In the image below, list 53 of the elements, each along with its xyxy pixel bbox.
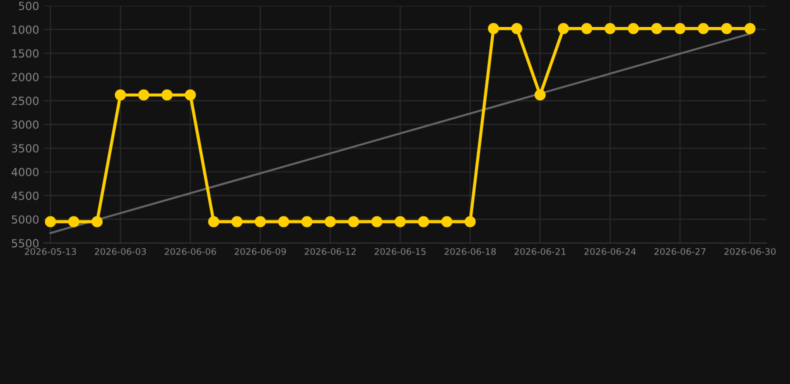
- point: [138, 89, 150, 101]
- point: [534, 89, 546, 101]
- point: [371, 216, 382, 228]
- point: [488, 22, 500, 34]
- x-tick-label: 2026-06-18: [444, 248, 496, 255]
- point: [581, 22, 592, 34]
- point: [278, 216, 290, 228]
- point: [441, 216, 452, 228]
- y-tick-label: 4500: [12, 192, 39, 200]
- point: [558, 22, 569, 34]
- y-tick-label: 2500: [12, 96, 39, 106]
- point: [464, 216, 476, 228]
- point: [208, 216, 220, 228]
- point: [68, 216, 80, 228]
- point: [604, 22, 616, 34]
- x-tick-label: 2026-06-06: [164, 248, 216, 255]
- y-tick-label: 3000: [12, 120, 39, 129]
- x-tick-label: 2026-06-15: [374, 248, 426, 255]
- y-tick-label: 4000: [12, 168, 39, 176]
- point: [254, 216, 266, 228]
- point: [511, 22, 522, 34]
- point: [44, 216, 56, 228]
- point: [628, 22, 639, 34]
- x-tick-label: 2026-06-03: [94, 248, 146, 255]
- y-tick-label: 500: [18, 2, 39, 10]
- point: [161, 89, 173, 101]
- y-tick-label: 2000: [12, 72, 39, 82]
- point: [301, 216, 312, 228]
- point: [674, 22, 686, 34]
- point: [721, 22, 732, 34]
- x-tick-label: 2026-06-27: [654, 248, 706, 255]
- point: [114, 89, 126, 101]
- point: [184, 89, 196, 101]
- y-tick-label: 1000: [12, 25, 39, 34]
- point: [324, 216, 336, 228]
- y-tick-label: 5500: [12, 239, 39, 248]
- point: [348, 216, 360, 228]
- y-tick-label: 1500: [12, 49, 39, 58]
- y-tick-label: 3500: [12, 144, 39, 153]
- x-tick-label: 2026-06-09: [234, 248, 286, 255]
- point: [418, 216, 430, 228]
- x-tick-label: 2026-06-21: [514, 248, 566, 255]
- x-tick-label: 2026-06-24: [584, 248, 636, 255]
- x-tick-label: 2026-06-30: [724, 248, 776, 255]
- point: [394, 216, 406, 228]
- point: [231, 216, 243, 228]
- point: [698, 22, 709, 34]
- point: [92, 216, 103, 228]
- y-tick-label: 5000: [12, 215, 39, 224]
- x-tick-label: 2026-06-12: [304, 248, 356, 255]
- x-tick-label: 2026-05-13: [24, 248, 76, 255]
- point: [651, 22, 662, 34]
- point: [744, 22, 756, 34]
